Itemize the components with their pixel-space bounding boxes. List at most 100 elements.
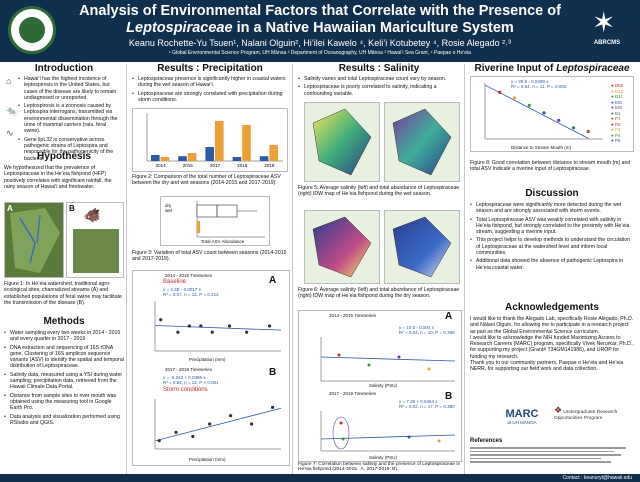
- fig7a-title: 2014 - 2015 Timeseries: [329, 313, 377, 318]
- affiliations-line: ¹ Global Environmental Science Program, …: [169, 50, 471, 56]
- poster-title: Analysis of Environmental Factors that C…: [79, 3, 561, 36]
- legend-entry: ● P1: [611, 116, 621, 121]
- boxplot-svg: [196, 201, 265, 238]
- salinity-item: Salinity varies and total Leptospiraceae…: [298, 76, 462, 83]
- intro-heading: Introduction: [34, 63, 94, 74]
- panel-a-label: A: [269, 275, 277, 286]
- bar: [269, 145, 278, 161]
- bar: [259, 156, 269, 161]
- uh-manoa-seal-logo: [8, 6, 56, 54]
- fig5-salinity-map: [304, 102, 380, 182]
- fig7b-xlabel: Salinity (PSU): [369, 455, 398, 460]
- data-point: [557, 118, 561, 122]
- fig7a-svg: [320, 337, 456, 382]
- marc-logo: MARC at UH MĀNOA: [505, 408, 539, 425]
- references-list: [470, 445, 634, 471]
- precip-item: Leptospiraceae presence is significantly…: [132, 76, 290, 89]
- fig7a-xlabel: Salinity (PSU): [369, 383, 398, 388]
- fig7b-title: 2017 - 2019 Timeseries: [329, 391, 377, 396]
- methods-item: Data analysis and visualization performe…: [4, 414, 124, 427]
- methods-item: Distance from sample sites to river mout…: [4, 393, 124, 412]
- figure-3-boxplot: dry wet Total ASV Abundance: [160, 196, 270, 246]
- tick-label: 2018: [237, 163, 248, 168]
- fig8-equation: y = 28.9 - 0.0408 x: [511, 79, 549, 84]
- figure-6-caption: Figure 6: Average salinity (left) and to…: [298, 287, 460, 300]
- legend-entry: ● MG: [611, 99, 623, 105]
- fig8-svg: [484, 83, 603, 140]
- data-point: [512, 96, 517, 100]
- abrcms-logo: ✶ ABRCMS: [592, 7, 621, 46]
- legend-entry: ● D12: [611, 88, 624, 94]
- storm-tag: Storm conditions: [163, 387, 208, 393]
- fig4b-r2: R² = 0.84, n = 12, P < 0.001: [163, 380, 219, 385]
- legend-entry: ● D52: [611, 83, 624, 88]
- title-genus: Leptospiraceae: [126, 20, 233, 36]
- fig6-salinity-map: [304, 210, 380, 284]
- footer-bar: Contact : keanuryt@hawaii.edu: [0, 474, 640, 482]
- references-heading: References: [470, 438, 503, 444]
- fig7b-svg: [320, 411, 456, 452]
- tick-label: 2017: [210, 163, 221, 168]
- hypothesis-heading: Hypothesis: [37, 151, 91, 162]
- methods-item: Water sampling every two weeks in 2014 -…: [4, 330, 124, 343]
- column-divider: [464, 64, 465, 474]
- salinity-list: Salinity varies and total Leptospiraceae…: [298, 76, 462, 99]
- fig7a-r2: R² = 0.04, n = 10, P = 0.398: [399, 330, 455, 335]
- bar-chart-svg: 2014 2015 2017 2018 2019: [146, 113, 283, 168]
- legend-entry: ● P4: [611, 132, 621, 138]
- data-point: [229, 414, 233, 418]
- fig8-xlabel: Distance to Stream Mouth (m): [511, 145, 572, 150]
- trend-line: [154, 325, 282, 331]
- data-point: [586, 129, 590, 134]
- house-icon: ⌂: [6, 76, 12, 86]
- figure-1a-map: A: [4, 202, 64, 278]
- urop-logo: ❖ Undergraduate Research Opportunities P…: [554, 405, 618, 421]
- fig4a-title: 2014 - 2015 Timeseries: [165, 273, 213, 278]
- methods-heading: Methods: [43, 316, 85, 327]
- legend-wet: wet: [165, 208, 173, 213]
- fig4b-equation: y = -5.243 + 0.0385 x: [163, 375, 206, 380]
- data-point: [542, 111, 546, 115]
- data-point: [498, 90, 502, 94]
- data-point: [159, 318, 163, 322]
- discussion-item: Total Leptospiraceae ASV was weakly corr…: [470, 217, 634, 236]
- figure-5-caption: Figure 5: Average salinity (left) and to…: [298, 185, 460, 198]
- riverine-heading: Riverine Input of Leptospiraceae: [474, 63, 630, 74]
- data-point: [571, 126, 576, 130]
- idw-map-svg: [392, 216, 452, 278]
- fig3-xlabel: Total ASV Abundance: [201, 239, 245, 244]
- bar: [178, 156, 187, 161]
- data-point: [267, 324, 272, 328]
- hypothesis-text: We hypothesized that the prevalence of L…: [4, 165, 112, 190]
- bar: [187, 153, 197, 161]
- trend-line: [154, 407, 282, 442]
- data-point: [187, 324, 191, 328]
- tick-label: 2019: [264, 163, 275, 168]
- figure-7-scatter: 2014 - 2015 Timeseries A y = 10.5 - 0.00…: [298, 310, 462, 462]
- tick-label: 2014: [156, 163, 167, 168]
- bar: [151, 155, 160, 161]
- authors-line: Keanu Rochette-Yu Tsuen¹, Nalani Olguin²…: [128, 38, 512, 48]
- figure-1-caption: Figure 1: In He’eia watershed, tradition…: [4, 281, 122, 306]
- intro-list: Hawai’i has the highest incidence of lep…: [18, 76, 124, 164]
- rat-icon: 🐀: [6, 106, 18, 116]
- fig8-r2: R² = 0.54, n = 11, P = 0.002: [511, 84, 567, 89]
- trend-line: [484, 84, 589, 139]
- discussion-item: Additional data showed the absence of pa…: [470, 258, 634, 271]
- methods-list: Water sampling every two weeks in 2014 -…: [4, 330, 124, 428]
- intro-item: Hawai’i has the highest incidence of lep…: [18, 76, 124, 101]
- box-wet: [197, 221, 200, 233]
- figure-2-caption: Figure 2: Comparison of the total number…: [132, 174, 281, 187]
- acknowledgements-heading: Acknowledgements: [505, 302, 599, 313]
- fig4b-title: 2017 - 2019 Timeseries: [165, 367, 213, 372]
- panel-a-label: A: [445, 311, 453, 322]
- figure-4-scatter: 2014 - 2015 Timeseries Baseline A y = 4.…: [132, 270, 290, 466]
- intro-item: Leptospirosis is a zoonosis caused by Le…: [18, 103, 124, 134]
- tick-label: 2015: [183, 163, 194, 168]
- salinity-item: Leptospiraceae is poorly correlated to s…: [298, 84, 462, 97]
- figure-2-bar-chart: 2014 2015 2017 2018 2019: [132, 108, 288, 172]
- legend-entry: ● D11: [611, 94, 623, 99]
- data-point: [210, 330, 214, 334]
- figure-3-caption: Figure 3: Variation of total ASV count b…: [132, 250, 287, 263]
- contact-email: Contact : keanuryt@hawaii.edu: [562, 475, 632, 481]
